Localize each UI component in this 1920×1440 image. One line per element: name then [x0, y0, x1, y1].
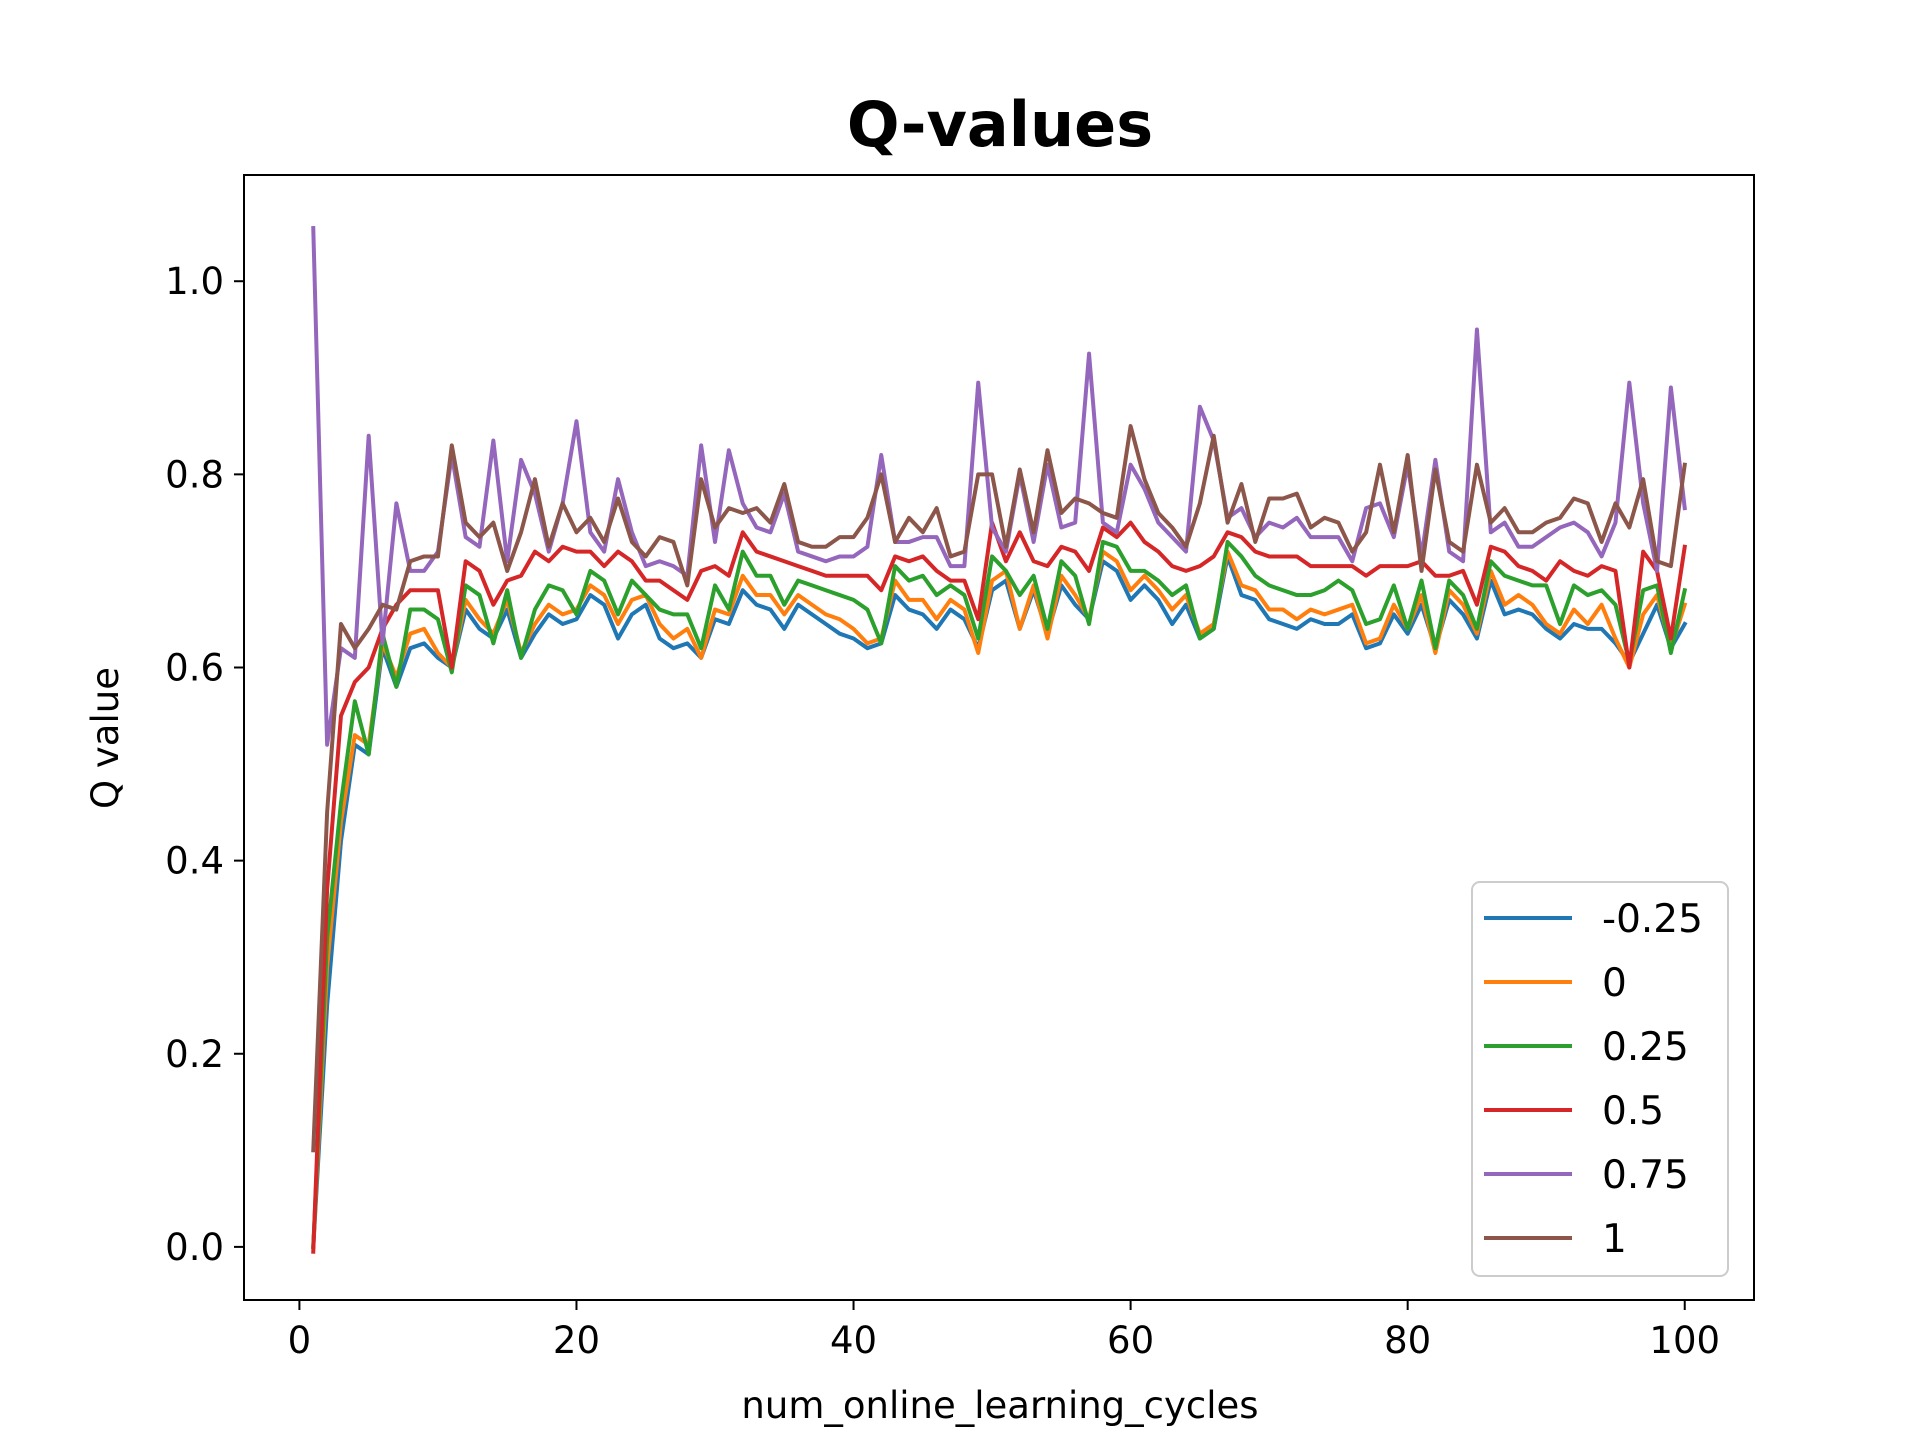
legend-label-5: 1 [1602, 1217, 1627, 1262]
series-line-2 [311, 539, 1688, 1249]
series-line-5 [311, 424, 1687, 1153]
y-tick-label: 1.0 [165, 260, 224, 303]
y-tick-label: 0.0 [165, 1226, 224, 1269]
x-tick-label: 80 [1384, 1319, 1431, 1362]
x-tick-label: 100 [1649, 1319, 1720, 1362]
x-tick-label: 40 [830, 1319, 877, 1362]
x-tick-label: 0 [288, 1319, 312, 1362]
y-tick-label: 0.6 [165, 646, 224, 689]
x-axis: 0 20 40 60 80 100 [288, 1300, 1720, 1362]
legend-label-0: -0.25 [1602, 897, 1703, 942]
series-line-1 [311, 549, 1688, 1249]
y-tick-label: 0.4 [165, 840, 224, 883]
series-line-0 [311, 554, 1688, 1250]
legend-label-3: 0.5 [1602, 1089, 1664, 1134]
x-axis-label: num_online_learning_cycles [741, 1384, 1258, 1427]
plot-frame [243, 174, 1755, 1301]
series-layer [311, 226, 1688, 1254]
y-axis-label: Q value [84, 667, 127, 809]
y-tick-label: 0.8 [165, 453, 224, 496]
chart-title: Q-values [847, 88, 1153, 161]
legend-label-2: 0.25 [1602, 1025, 1689, 1070]
legend: -0.25 0 0.25 0.5 0.75 1 [1471, 881, 1729, 1277]
y-axis: 0.0 0.2 0.4 0.6 0.8 1.0 [165, 260, 244, 1269]
y-tick-label: 0.2 [165, 1033, 224, 1076]
legend-label-4: 0.75 [1602, 1153, 1689, 1198]
x-tick-label: 60 [1107, 1319, 1154, 1362]
legend-label-1: 0 [1602, 961, 1627, 1006]
x-tick-label: 20 [553, 1319, 600, 1362]
